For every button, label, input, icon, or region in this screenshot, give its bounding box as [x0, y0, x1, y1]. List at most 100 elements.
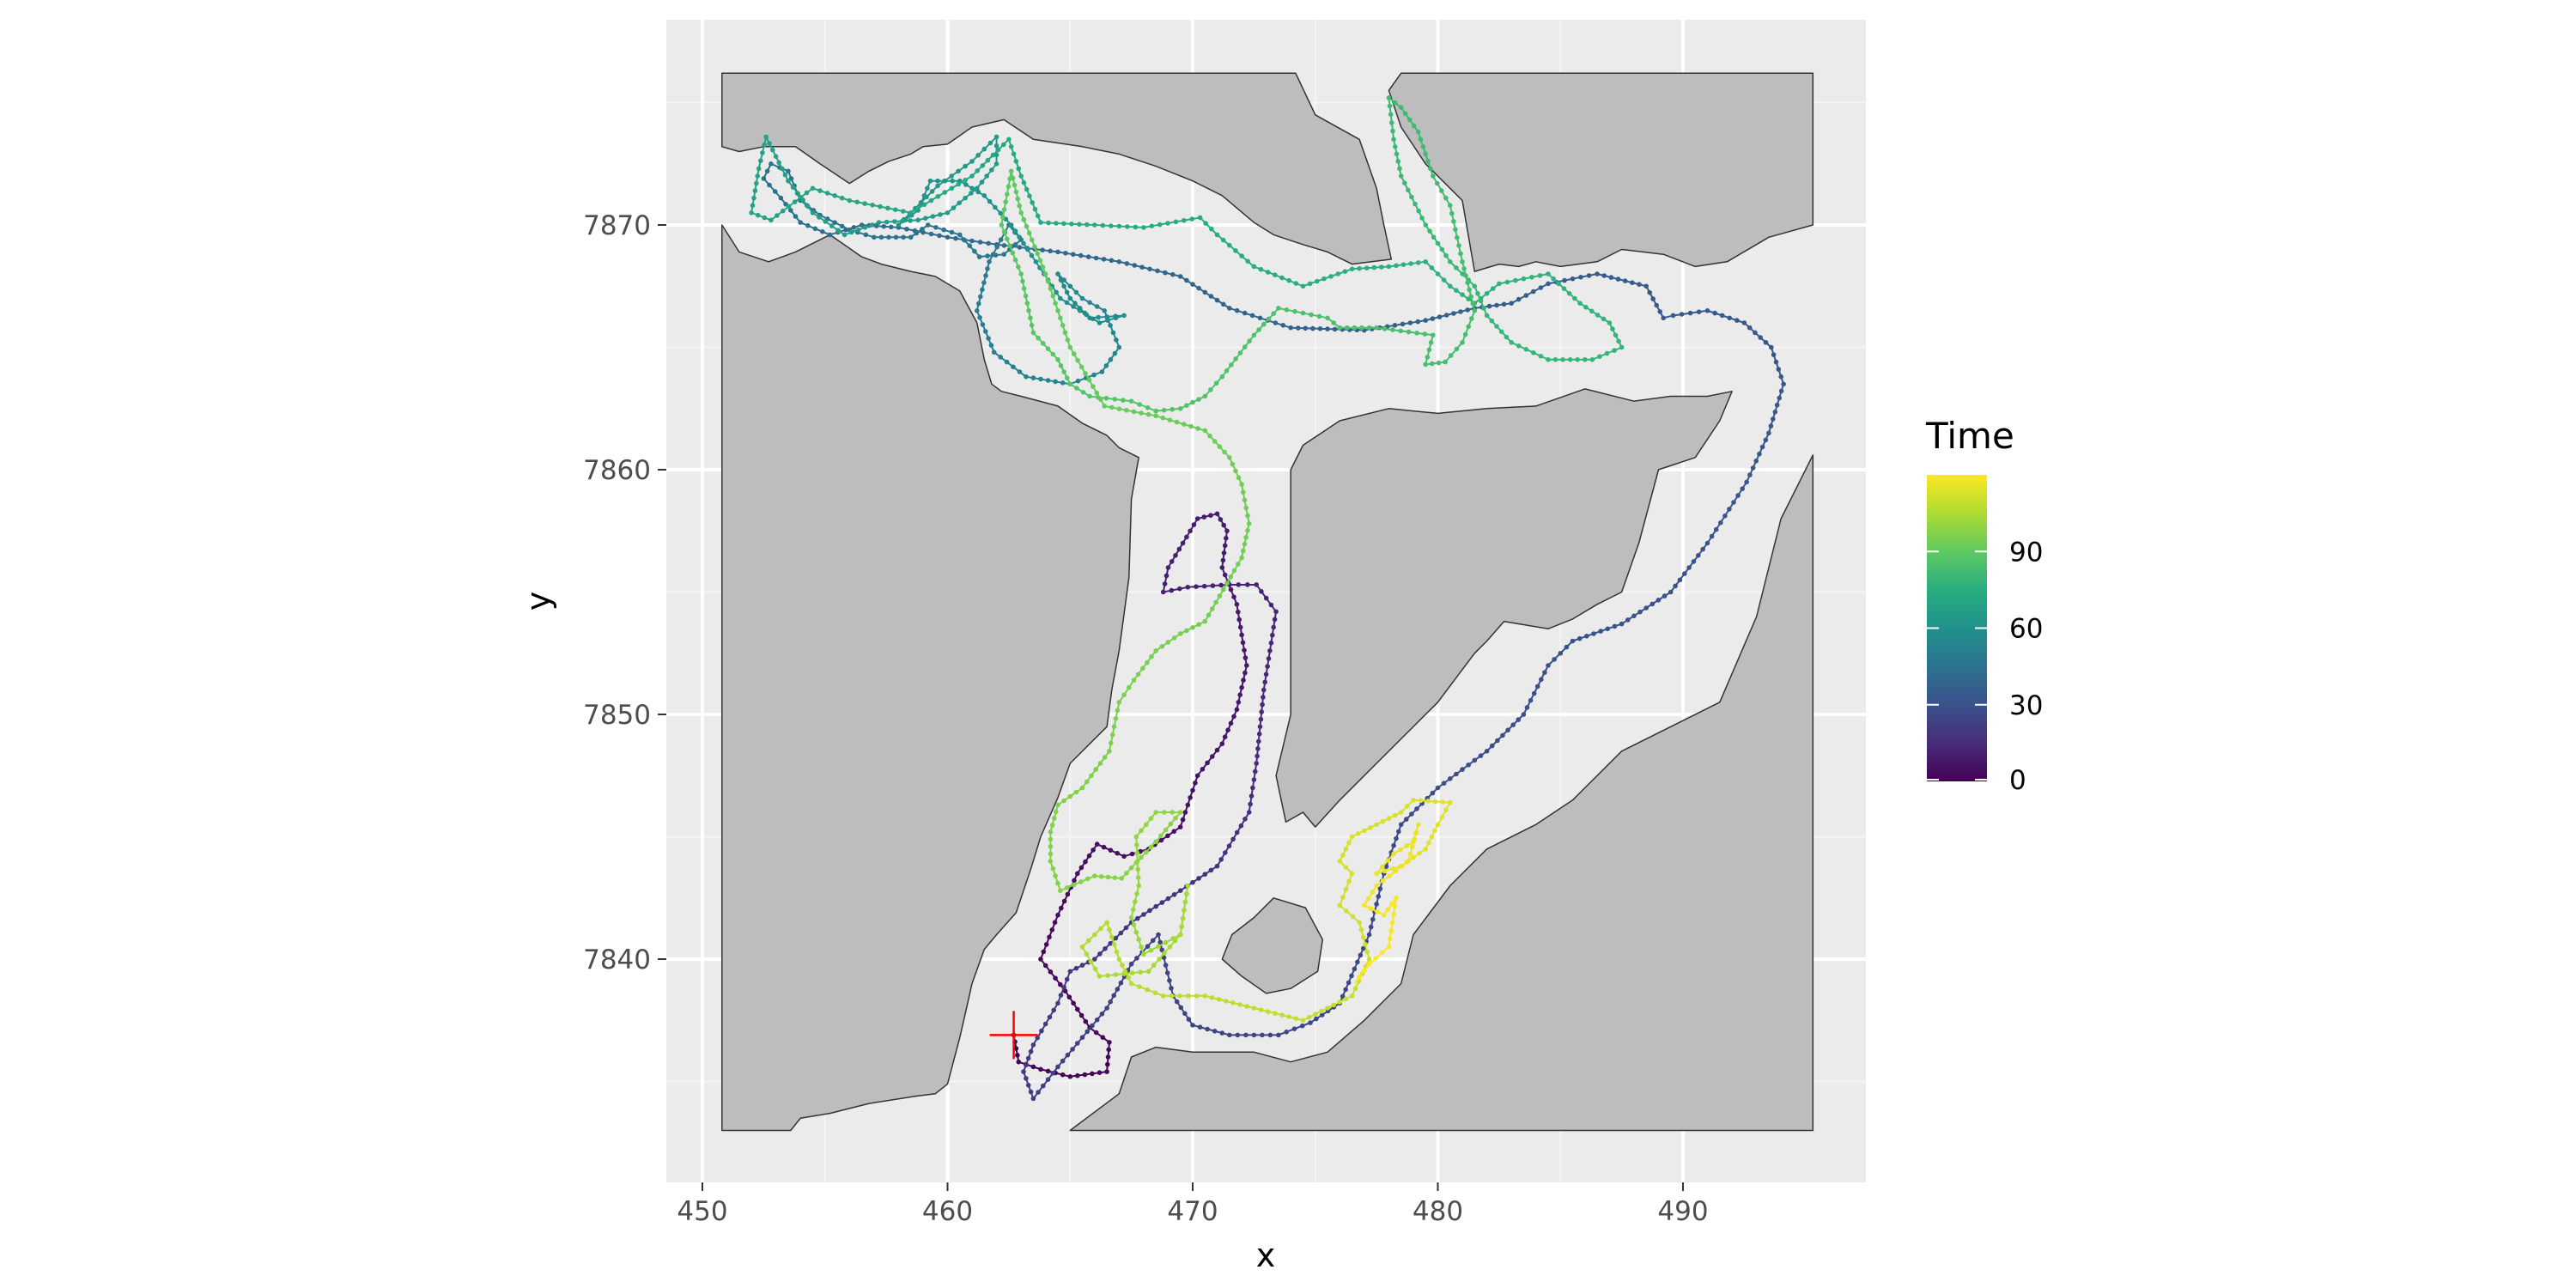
track-point [1265, 270, 1271, 275]
track-point [1201, 583, 1207, 589]
track-point [1440, 799, 1445, 805]
track-point [1144, 822, 1149, 828]
track-point [805, 222, 811, 228]
track-point [957, 232, 963, 238]
track-point [1028, 1089, 1034, 1095]
track-point [1413, 201, 1418, 207]
track-point [1443, 359, 1448, 365]
track-point [1270, 632, 1275, 638]
track-point [1071, 351, 1077, 356]
track-point [1362, 828, 1367, 834]
track-point [1122, 969, 1128, 975]
track-point [991, 349, 997, 355]
track-point [1023, 293, 1029, 299]
track-point [1101, 257, 1107, 262]
track-point [754, 180, 759, 186]
track-point [1158, 837, 1164, 843]
track-point [1116, 700, 1122, 705]
track-point [1279, 1012, 1285, 1018]
track-segment [1437, 802, 1451, 825]
track-point [1523, 347, 1529, 352]
track-point [1042, 963, 1048, 969]
track-point [1075, 1041, 1080, 1046]
track-point [1458, 309, 1463, 314]
track-point [1182, 908, 1187, 913]
track-point [1054, 221, 1059, 226]
track-point [889, 224, 894, 230]
track-point [1349, 834, 1355, 840]
track-point [817, 188, 823, 193]
track-point [1090, 1023, 1095, 1029]
track-point [1064, 375, 1070, 380]
track-point [998, 355, 1003, 360]
track-point [1407, 320, 1413, 325]
track-point [1049, 823, 1055, 828]
track-point [1131, 907, 1136, 913]
track-point [1116, 259, 1122, 264]
track-point [1417, 850, 1422, 856]
track-point [1108, 848, 1114, 853]
track-segment [1376, 853, 1394, 874]
track-point [1562, 277, 1567, 283]
track-point [1016, 264, 1021, 270]
track-point [1222, 734, 1228, 739]
track-point [755, 212, 761, 218]
track-point [1035, 213, 1041, 219]
track-point [1194, 516, 1200, 521]
track-point [908, 234, 914, 240]
track-point [1398, 173, 1404, 179]
track-point [1001, 142, 1006, 148]
track-point [1443, 252, 1449, 258]
track-point [1213, 599, 1218, 605]
x-tick-label: 480 [1413, 1196, 1463, 1227]
track-point [1619, 621, 1625, 627]
track-point [1243, 1032, 1249, 1038]
track-point [1771, 352, 1777, 357]
track-point [901, 234, 906, 240]
track-point [1309, 312, 1314, 318]
track-point [1124, 871, 1129, 876]
track-point [812, 226, 818, 232]
track-point [1448, 799, 1453, 805]
track-point [1273, 320, 1279, 325]
track-point [1337, 325, 1343, 331]
track-point [1132, 263, 1137, 268]
track-point [752, 188, 758, 193]
track-point [1214, 232, 1220, 238]
track-point [1601, 273, 1607, 278]
track-point [1061, 221, 1066, 227]
track-point [1484, 291, 1490, 296]
track-segment [1393, 841, 1414, 855]
track-point [989, 167, 994, 173]
track-point [988, 343, 994, 348]
track-point [1398, 328, 1404, 334]
track-point [1207, 433, 1212, 439]
track-point [1102, 308, 1107, 313]
track-point [1105, 318, 1110, 323]
track-point [1055, 802, 1060, 808]
track-point [1441, 781, 1447, 786]
track-point [793, 214, 799, 219]
track-point [1077, 308, 1083, 313]
track-point [1030, 375, 1036, 380]
track-point [1392, 812, 1398, 818]
track-point [1731, 500, 1736, 505]
track-point [1112, 350, 1118, 356]
track-point [839, 223, 845, 229]
track-point [1099, 1012, 1105, 1017]
track-point [1771, 416, 1776, 422]
track-point [1258, 716, 1264, 722]
track-point [1504, 334, 1510, 340]
track-point [1012, 242, 1018, 247]
track-point [1030, 200, 1035, 205]
track-point [1521, 712, 1527, 717]
track-point [1643, 283, 1649, 289]
track-point [1558, 651, 1564, 656]
track-point [772, 189, 778, 194]
track-point [1431, 332, 1436, 338]
track-point [1182, 422, 1187, 427]
track-point [1045, 1068, 1051, 1074]
track-point [1017, 369, 1023, 374]
track-point [1108, 323, 1113, 328]
